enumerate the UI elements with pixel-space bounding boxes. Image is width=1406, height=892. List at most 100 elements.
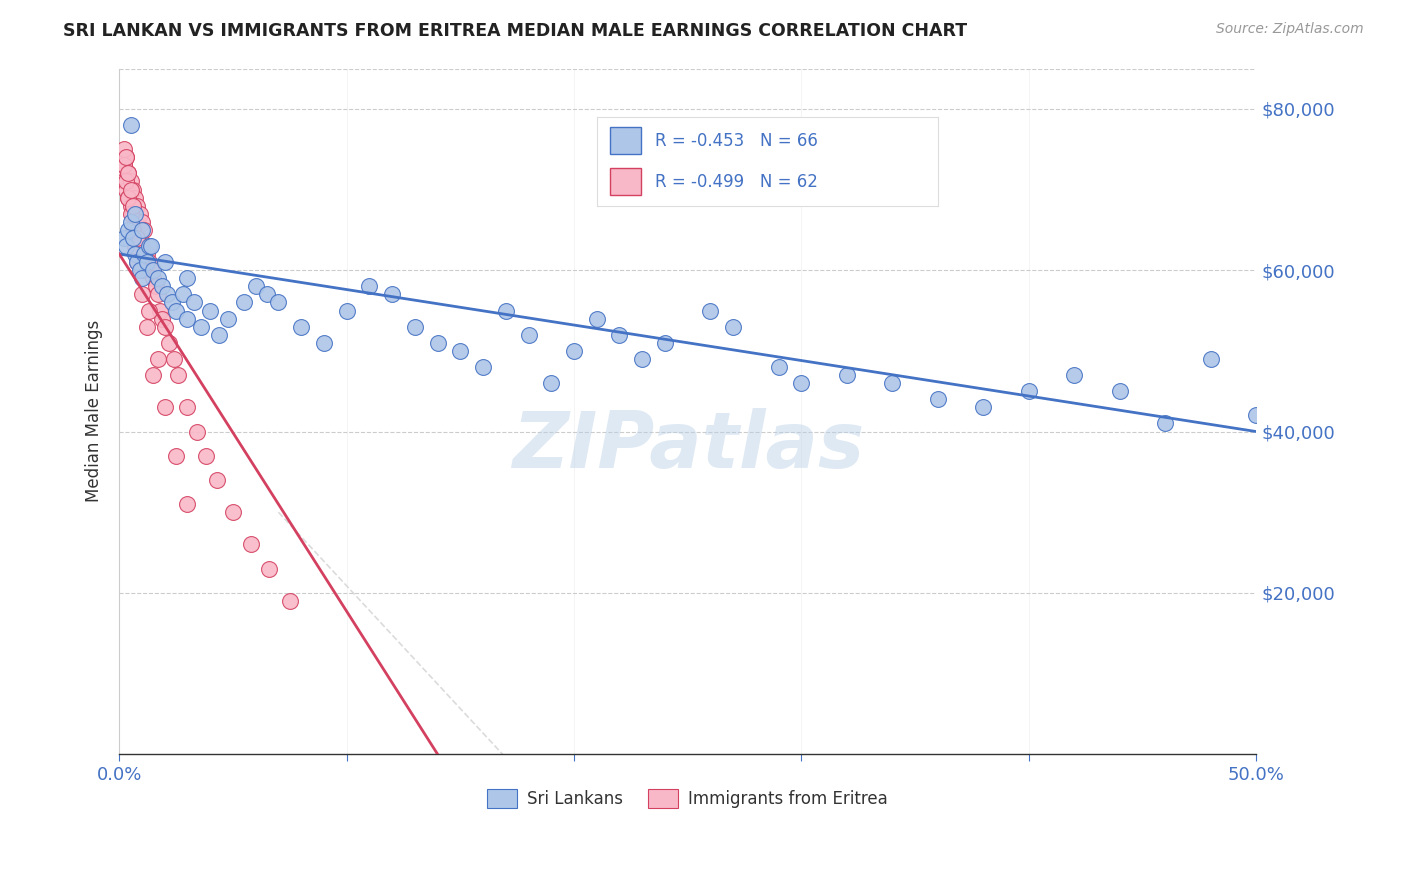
Point bbox=[142, 368, 165, 382]
Y-axis label: Median Male Earnings: Median Male Earnings bbox=[86, 320, 103, 502]
Point bbox=[176, 271, 198, 285]
Point bbox=[165, 303, 187, 318]
Point bbox=[115, 182, 138, 196]
Point bbox=[127, 223, 149, 237]
Point bbox=[160, 295, 183, 310]
Point bbox=[135, 255, 157, 269]
Point bbox=[426, 335, 449, 350]
Point bbox=[124, 239, 146, 253]
Point bbox=[245, 279, 267, 293]
Point bbox=[153, 319, 176, 334]
Point bbox=[1063, 368, 1085, 382]
Point bbox=[153, 255, 176, 269]
Point bbox=[124, 215, 146, 229]
Point bbox=[120, 174, 142, 188]
Point bbox=[165, 449, 187, 463]
Point bbox=[139, 239, 162, 253]
Point bbox=[134, 223, 156, 237]
Point bbox=[138, 255, 160, 269]
Point bbox=[585, 311, 607, 326]
Point bbox=[112, 142, 135, 156]
Point bbox=[562, 343, 585, 358]
Point bbox=[768, 359, 790, 374]
Point bbox=[163, 351, 186, 366]
Point bbox=[156, 287, 179, 301]
Point bbox=[972, 401, 994, 415]
Point bbox=[117, 166, 139, 180]
Point bbox=[145, 279, 167, 293]
Point bbox=[176, 401, 198, 415]
Point bbox=[359, 279, 381, 293]
Point bbox=[176, 311, 198, 326]
Point bbox=[128, 263, 150, 277]
Point bbox=[138, 303, 160, 318]
Legend: Sri Lankans, Immigrants from Eritrea: Sri Lankans, Immigrants from Eritrea bbox=[481, 782, 894, 814]
Point bbox=[112, 158, 135, 172]
Point bbox=[135, 319, 157, 334]
Point bbox=[200, 303, 222, 318]
Point bbox=[131, 239, 153, 253]
Point bbox=[208, 327, 231, 342]
Point bbox=[790, 376, 813, 391]
Point bbox=[1199, 351, 1222, 366]
Point bbox=[152, 311, 174, 326]
Point bbox=[449, 343, 471, 358]
Point bbox=[495, 303, 517, 318]
Point bbox=[312, 335, 335, 350]
Point bbox=[190, 319, 212, 334]
Point bbox=[122, 182, 145, 196]
Point bbox=[110, 166, 132, 180]
Point bbox=[122, 231, 145, 245]
Point bbox=[256, 287, 278, 301]
Point bbox=[609, 327, 631, 342]
Point bbox=[131, 223, 153, 237]
Point bbox=[222, 505, 245, 519]
Point bbox=[131, 263, 153, 277]
Point bbox=[472, 359, 495, 374]
Point bbox=[517, 327, 540, 342]
Point bbox=[120, 199, 142, 213]
Point bbox=[131, 287, 153, 301]
Point bbox=[122, 207, 145, 221]
Point bbox=[146, 271, 169, 285]
Point bbox=[699, 303, 721, 318]
Text: ZIPatlas: ZIPatlas bbox=[512, 408, 863, 483]
Point bbox=[115, 150, 138, 164]
Point bbox=[112, 231, 135, 245]
Point bbox=[127, 255, 149, 269]
Point bbox=[142, 271, 165, 285]
Point bbox=[835, 368, 858, 382]
Point bbox=[127, 199, 149, 213]
Point bbox=[117, 223, 139, 237]
Point bbox=[654, 335, 676, 350]
Point bbox=[112, 174, 135, 188]
Point bbox=[1154, 417, 1177, 431]
Point bbox=[176, 497, 198, 511]
Point bbox=[267, 295, 290, 310]
Point bbox=[120, 207, 142, 221]
Point bbox=[117, 191, 139, 205]
Point bbox=[631, 351, 654, 366]
Point bbox=[120, 118, 142, 132]
Text: SRI LANKAN VS IMMIGRANTS FROM ERITREA MEDIAN MALE EARNINGS CORRELATION CHART: SRI LANKAN VS IMMIGRANTS FROM ERITREA ME… bbox=[63, 22, 967, 40]
Point bbox=[120, 182, 142, 196]
Point bbox=[927, 392, 949, 407]
Point bbox=[112, 158, 135, 172]
Point bbox=[131, 215, 153, 229]
Point bbox=[117, 191, 139, 205]
Point bbox=[131, 271, 153, 285]
Point bbox=[172, 287, 194, 301]
Point bbox=[149, 303, 172, 318]
Point bbox=[134, 247, 156, 261]
Point bbox=[146, 351, 169, 366]
Point bbox=[153, 401, 176, 415]
Point bbox=[404, 319, 426, 334]
Point bbox=[540, 376, 562, 391]
Point bbox=[882, 376, 904, 391]
Point bbox=[336, 303, 359, 318]
Point bbox=[194, 449, 217, 463]
Point bbox=[1018, 384, 1040, 399]
Point bbox=[157, 335, 180, 350]
Point bbox=[142, 263, 165, 277]
Point bbox=[233, 295, 256, 310]
